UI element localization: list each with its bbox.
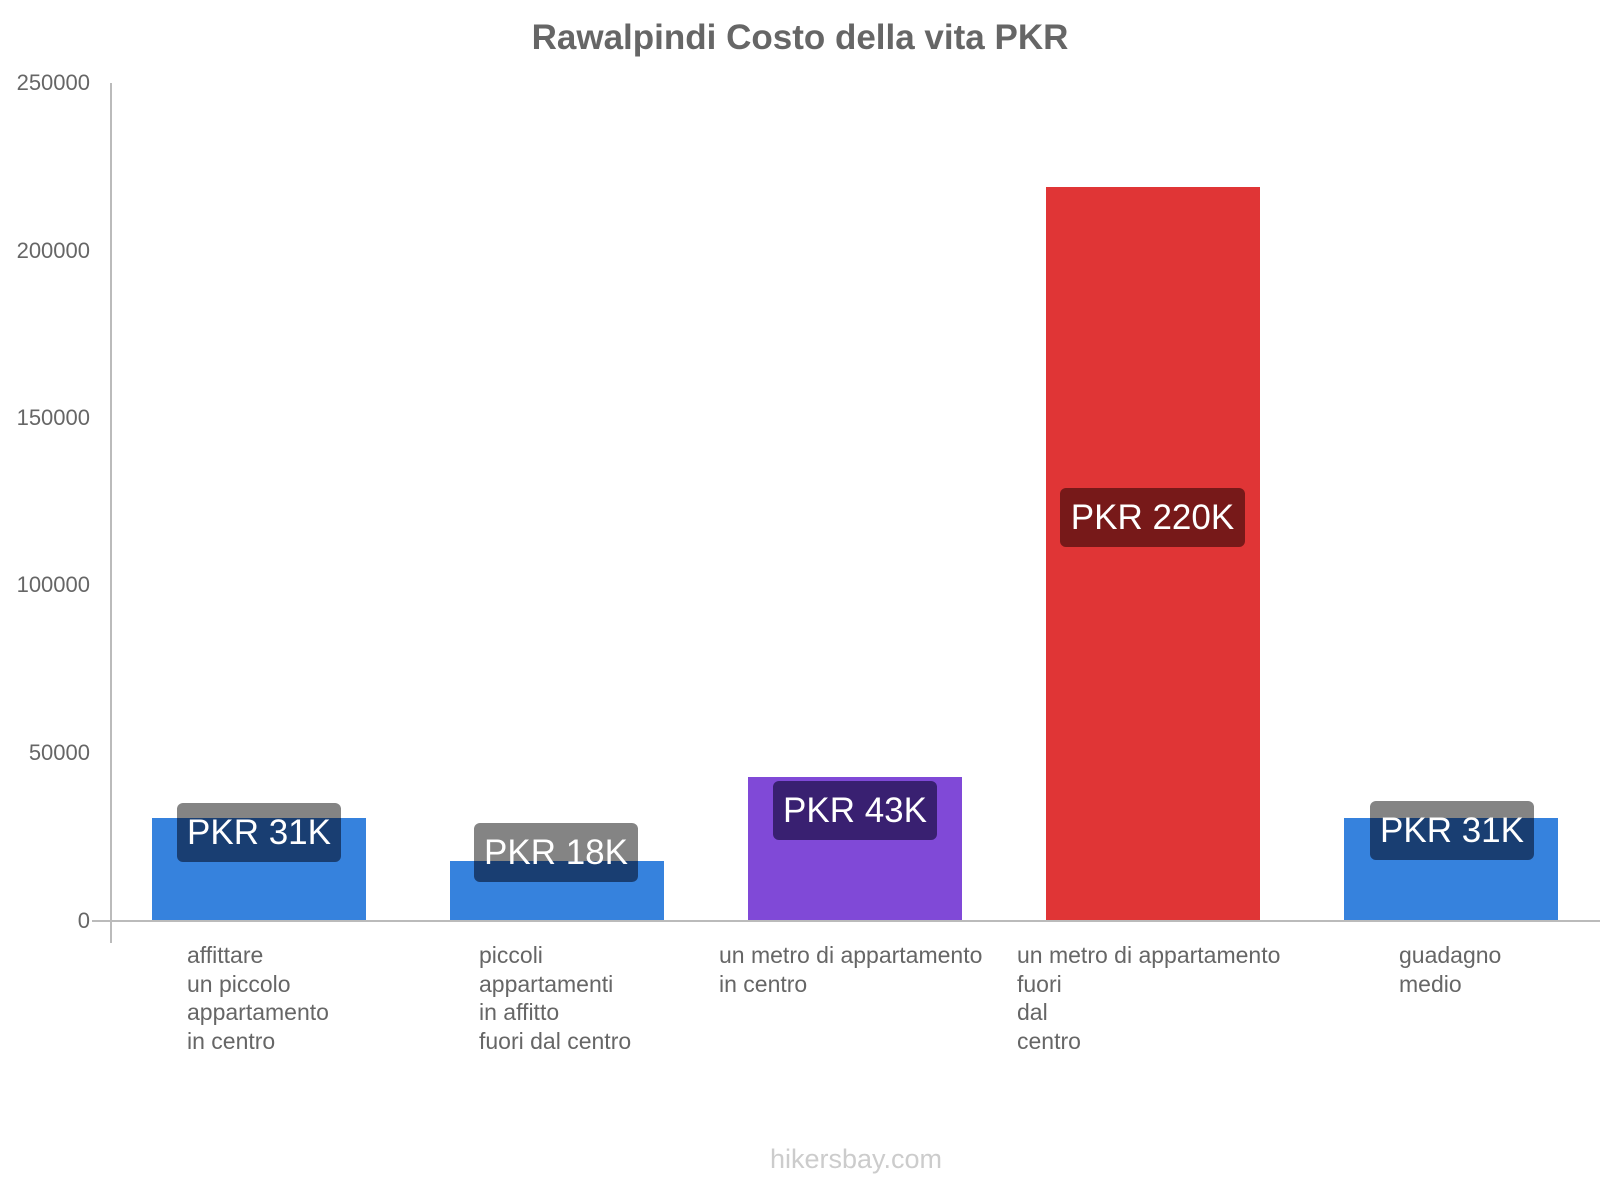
- x-label-sqm-outside: un metro di appartamento fuori dal centr…: [1017, 942, 1281, 1054]
- x-label-rent-small-center: affittare un piccolo appartamento in cen…: [187, 942, 329, 1054]
- data-label-rent-small-outside: PKR 18K: [474, 823, 638, 882]
- chart-title: Rawalpindi Costo della vita PKR: [531, 18, 1069, 57]
- y-tick-200000: 200000: [16, 238, 90, 263]
- y-tick-150000: 150000: [16, 405, 90, 430]
- x-label-rent-small-outside: piccoli appartamenti in affitto fuori da…: [479, 942, 632, 1054]
- footer-watermark: hikersbay.com: [769, 1144, 943, 1174]
- x-axis-line: [92, 920, 1600, 922]
- bar-sqm-outside[interactable]: [1046, 187, 1260, 921]
- data-label-sqm-outside: PKR 220K: [1060, 488, 1245, 547]
- x-label-average-income: guadagno medio: [1399, 942, 1502, 997]
- y-axis-line: [110, 83, 112, 943]
- x-label-sqm-center: un metro di appartamento in centro: [719, 942, 983, 997]
- data-label-average-income: PKR 31K: [1370, 801, 1534, 860]
- y-tick-0: 0: [77, 908, 90, 933]
- y-tick-100000: 100000: [16, 572, 90, 597]
- data-label-sqm-center: PKR 43K: [773, 781, 937, 840]
- y-tick-50000: 50000: [28, 740, 90, 765]
- data-label-rent-small-center: PKR 31K: [177, 803, 341, 862]
- y-tick-250000: 250000: [16, 70, 90, 95]
